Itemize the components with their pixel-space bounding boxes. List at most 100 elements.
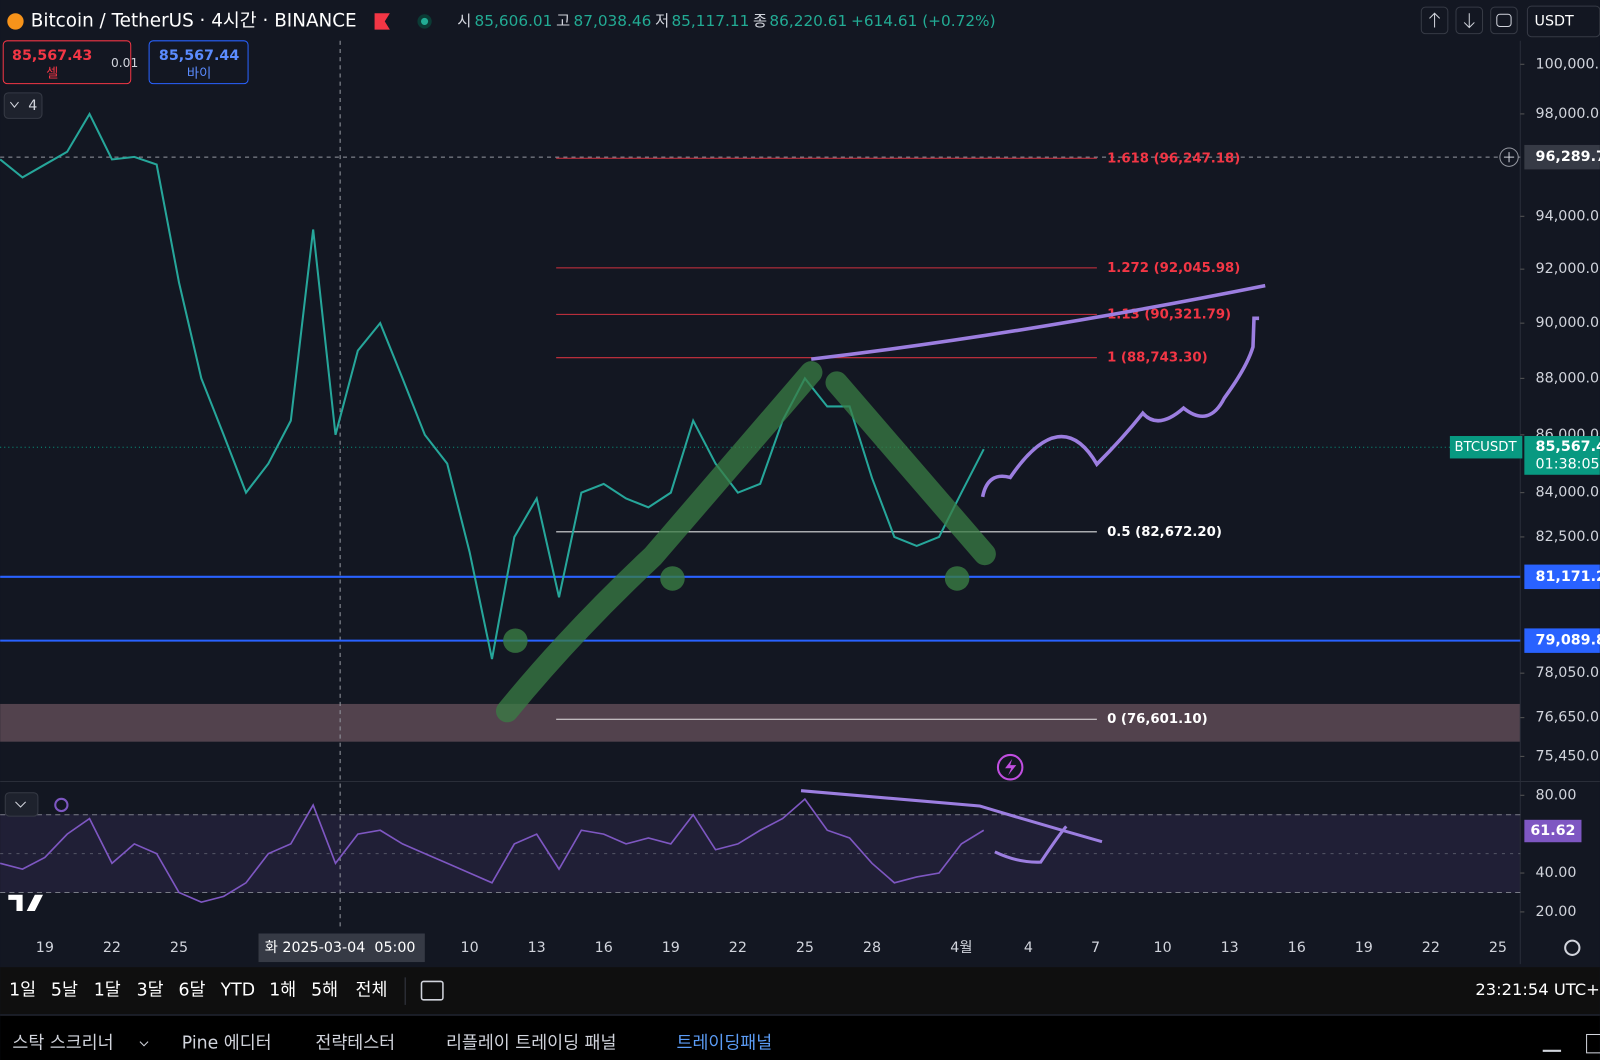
toolbar [0,967,1600,1015]
ohlc-value: 87,038.46 [574,12,652,30]
y-tick-label: 100,000.0 [1536,56,1600,72]
y-tick-label: 82,500.00 [1536,529,1600,545]
x-tick-label: 19 [662,940,680,956]
period-button[interactable]: YTD [220,981,256,1001]
y-tick-label: 98,000.00 [1536,106,1600,122]
y-tick-label: 88,000.00 [1536,370,1600,386]
tab-bar [0,1015,1600,1060]
alert-icon[interactable] [996,753,1024,781]
ohlc-value: 85,117.11 [671,12,749,30]
tab[interactable]: 전략테스터 [315,1034,395,1054]
price-badge [1524,436,1600,475]
x-tick-label: 25 [1489,940,1507,956]
rsi-line [0,797,985,904]
maximize[interactable] [1586,1033,1600,1054]
buy-label: 바이 [187,65,211,81]
fib-label: 1.272 (92,045.98) [1107,261,1240,276]
change: +614.61 (+0.72%) [851,12,996,30]
chevron [9,101,19,108]
rsi-badge [1524,819,1582,843]
rsi-tick-label: 40.00 [1536,865,1577,881]
crosshair-price: 96,289.73 [1536,149,1600,165]
flag[interactable] [374,13,390,30]
fib-label: 1.13 (90,321.79) [1107,307,1231,322]
crosshair-date-badge [258,933,425,963]
drawing [825,371,996,566]
swap-icon [1496,13,1512,28]
crosshair-add [1503,152,1515,163]
rsi-tick-label: 80.00 [1536,787,1577,803]
spread: 0.01 [111,56,138,70]
ohlc-value: 86,220.61 [769,12,847,30]
swap-button[interactable] [1490,6,1518,35]
drawing-dot [503,628,528,653]
zone [0,703,1521,742]
y-tick-label: 75,450.00 [1536,748,1600,764]
x-tick-label: 4 [1024,940,1033,956]
period-button[interactable]: 전체 [356,981,388,1001]
y-tick-label: 90,000.00 [1536,315,1600,331]
ohlc-label: 시 [457,12,471,30]
ohlc-value: 85,606.01 [475,12,553,30]
indicator-count: 4 [28,98,37,114]
period-button[interactable]: 1일 [9,981,36,1001]
y-tick-label: 78,050.00 [1536,665,1600,681]
period-button[interactable]: 5날 [51,981,78,1001]
rsi-toggle[interactable] [4,792,39,817]
chevron [139,1041,149,1047]
period-button[interactable]: 6달 [178,981,205,1001]
down-icon [1463,13,1475,29]
buy-button[interactable] [148,40,249,85]
sell-button[interactable] [2,40,132,85]
tab[interactable]: 리플레이 트레이딩 패널 [446,1034,616,1054]
fib-label: 1.618 (96,247.18) [1107,151,1240,166]
tab[interactable]: Pine 에디터 [182,1034,272,1054]
x-tick-label: 22 [1422,940,1440,956]
indicator-toggle[interactable] [3,92,43,119]
x-tick-label: 19 [36,940,54,956]
level-price: 81,171.21 [1536,569,1600,585]
period-button[interactable]: 1해 [269,981,296,1001]
x-tick-label: 19 [1355,940,1373,956]
drawing [811,283,1266,361]
sell-label: 셀 [46,65,58,81]
fib-label: 1 (88,743.30) [1107,351,1208,366]
chevron [15,801,27,808]
x-tick-label: 10 [1154,940,1172,956]
period-button[interactable]: 3달 [137,981,164,1001]
logo [8,894,44,912]
x-tick-label: 22 [103,940,121,956]
tab[interactable]: 트레이딩패널 [677,1034,773,1054]
y-tick-label: 76,650.00 [1536,710,1600,726]
rsi-value: 61.62 [1530,823,1575,839]
ohlc-label: 저 [655,12,669,30]
period-button[interactable]: 5해 [311,981,338,1001]
periods: 1일 5날 1달 3달 6달 YTD 1해 5해 전체 [9,981,387,1001]
x-tick-label: 16 [595,940,613,956]
date-range-button[interactable] [420,980,444,1001]
status [420,17,429,25]
x-tick-label: 25 [170,940,188,956]
alert-icon [1005,759,1017,776]
x-tick-label: 28 [863,940,881,956]
symbol[interactable]: Bitcoin / TetherUS · 4시간 · BINANCE [31,10,357,31]
sell-price: 85,567.43 [12,48,92,64]
clock: 23:21:54 UTC+ [1475,980,1599,999]
x-tick-label: 16 [1288,940,1306,956]
tab[interactable]: 스탁 스크리너 [12,1034,113,1054]
fib-label: 0 (76,601.10) [1107,712,1208,727]
drawing [495,361,823,723]
ohlc-label: 종 [753,12,767,30]
x-tick-label: 4월 [950,939,972,956]
up-icon [1429,12,1441,28]
period-button[interactable]: 1달 [94,981,121,1001]
plot: 100,000.0 98,000.00 94,000.00 92,000.00 90,0… [0,40,1600,965]
currency: USDT [1535,13,1574,29]
rsi-icon[interactable] [54,797,69,813]
x-tick-label: 13 [1221,940,1239,956]
settings [1564,939,1581,956]
level-badge [1524,564,1600,590]
